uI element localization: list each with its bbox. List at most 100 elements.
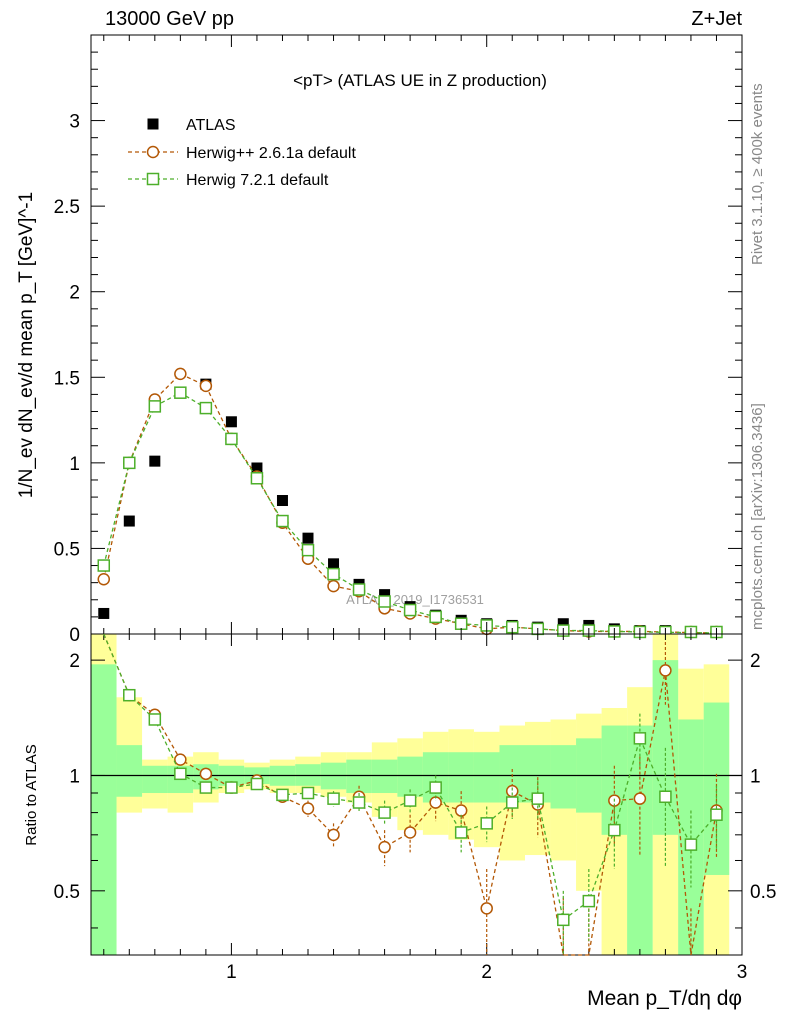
ratio-point-s0-12 xyxy=(403,826,417,839)
band-inner-bin xyxy=(448,752,474,803)
ratio-point-s1-12 xyxy=(403,794,417,807)
y-tick-label: 1 xyxy=(69,454,80,475)
y-tick-label: 1.5 xyxy=(54,368,80,389)
band-inner-bin xyxy=(550,745,577,809)
ratio-y-tick-label-right: 2 xyxy=(750,651,761,672)
main-title: <pT> (ATLAS UE in Z production) xyxy=(293,71,547,90)
energy-label: 13000 GeV pp xyxy=(105,8,234,30)
ratio-point-s1-4 xyxy=(199,781,213,794)
legend-label-2: Herwig 7.2.1 default xyxy=(186,172,329,189)
data-point-s2-0 xyxy=(97,559,111,572)
ratio-point-s0-9 xyxy=(327,828,340,842)
ratio-point-s1-15 xyxy=(480,817,493,830)
data-point-s0-0 xyxy=(98,607,110,619)
data-point-s0-2 xyxy=(149,455,161,467)
x-axis-label: Mean p_T/dη dφ xyxy=(587,987,742,1010)
ratio-point-s1-24 xyxy=(710,808,723,821)
ratio-point-s1-21 xyxy=(633,732,647,745)
ratio-point-s0-22 xyxy=(659,664,672,677)
ratio-point-s1-13 xyxy=(429,781,442,794)
ratio-point-s1-22 xyxy=(659,790,672,803)
ratio-point-s1-8 xyxy=(301,786,315,800)
legend-marker-0 xyxy=(147,118,159,130)
y-axis-label: 1/N_ev dN_ev/d mean p_T [GeV]^-1 xyxy=(16,192,37,498)
ratio-point-s1-9 xyxy=(327,792,340,805)
x-tick-label: 2 xyxy=(481,962,492,983)
ratio-point-s1-5 xyxy=(225,781,238,794)
data-point-s0-9 xyxy=(328,558,340,570)
ratio-point-s1-10 xyxy=(352,796,366,809)
data-point-s0-5 xyxy=(225,416,237,428)
ratio-y-label: Ratio to ATLAS xyxy=(23,744,40,845)
ratio-point-s1-19 xyxy=(582,894,596,908)
data-point-s2-13 xyxy=(429,610,442,624)
legend: ATLAS Herwig++ 2.6.1a default Herwig 7.2.1… xyxy=(128,117,356,189)
data-point-s2-1 xyxy=(123,456,136,470)
ratio-marks xyxy=(103,633,723,956)
ratio-y-tick-label: 1 xyxy=(69,766,80,787)
mcplots-label: mcplots.cern.ch [arXiv:1306.3436] xyxy=(749,403,766,630)
y-tick-label: 3 xyxy=(69,112,80,133)
y-tick-label: 2.5 xyxy=(54,197,80,218)
data-point-s1-4 xyxy=(199,379,213,393)
data-point-s0-6 xyxy=(251,462,263,474)
data-point-s1-3 xyxy=(174,367,187,381)
legend-marker-2 xyxy=(146,172,160,186)
data-point-s0-18 xyxy=(557,618,569,630)
process-label: Z+Jet xyxy=(691,8,742,30)
ratio-y-tick-label-right: 0.5 xyxy=(750,882,776,903)
data-point-s2-10 xyxy=(352,583,366,596)
ratio-y-tick-label-right: 1 xyxy=(750,766,761,787)
ratio-point-s1-2 xyxy=(148,713,162,726)
ratio-point-s1-23 xyxy=(684,838,698,851)
data-point-s0-1 xyxy=(123,515,135,527)
ratio-point-s1-16 xyxy=(505,796,519,809)
band-inner-bin xyxy=(91,664,117,955)
y-tick-label: 0 xyxy=(69,625,80,646)
y-tick-label: 0.5 xyxy=(54,539,80,560)
data-point-s0-8 xyxy=(302,532,314,544)
ratio-point-s1-7 xyxy=(276,788,289,802)
ratio-point-s1-18 xyxy=(557,913,570,927)
legend-marker-1 xyxy=(146,145,160,159)
rivet-label: Rivet 3.1.10, ≥ 400k events xyxy=(749,83,766,265)
legend-label-0: ATLAS xyxy=(186,117,236,134)
ratio-point-s1-20 xyxy=(608,823,621,837)
data-point-s2-5 xyxy=(225,432,238,446)
ratio-point-s0-21 xyxy=(633,792,647,805)
main-axes: 0 0.5 1 1.5 2 2.5 3 xyxy=(54,34,743,646)
ratio-y-tick-label: 0.5 xyxy=(54,882,80,903)
ratio-point-s0-11 xyxy=(378,840,391,854)
data-point-s2-4 xyxy=(199,401,213,415)
data-point-s2-9 xyxy=(327,567,340,581)
data-point-s2-2 xyxy=(148,400,162,413)
ratio-point-s1-6 xyxy=(250,777,264,791)
ratio-point-s0-4 xyxy=(199,767,213,781)
band-inner-bin xyxy=(116,745,143,797)
data-point-s0-7 xyxy=(276,495,288,507)
data-point-s2-7 xyxy=(276,514,289,528)
ratio-point-s0-8 xyxy=(301,802,315,815)
data-point-s2-8 xyxy=(301,543,315,557)
ratio-frame xyxy=(90,633,743,956)
ratio-point-s1-1 xyxy=(123,688,136,702)
ratio-point-s1-11 xyxy=(378,806,391,819)
data-point-s2-12 xyxy=(403,603,417,617)
x-tick-label: 1 xyxy=(226,962,237,983)
ratio-point-s1-14 xyxy=(454,826,468,839)
legend-label-1: Herwig++ 2.6.1a default xyxy=(186,145,356,162)
ratio-point-s0-15 xyxy=(480,902,493,915)
data-point-s2-11 xyxy=(378,595,391,608)
ratio-point-s1-17 xyxy=(531,792,545,805)
ratio-y-tick-label: 2 xyxy=(69,651,80,672)
x-tick-label: 3 xyxy=(737,962,748,983)
data-point-s1-9 xyxy=(327,579,340,593)
band-inner-bin xyxy=(473,752,500,803)
band-inner-bin xyxy=(142,765,168,794)
ratio-point-s0-3 xyxy=(174,753,187,766)
y-tick-label: 2 xyxy=(69,283,80,304)
data-point-s1-0 xyxy=(97,572,111,586)
ratio-point-s1-3 xyxy=(174,767,187,781)
ratio-point-s0-14 xyxy=(454,804,468,817)
